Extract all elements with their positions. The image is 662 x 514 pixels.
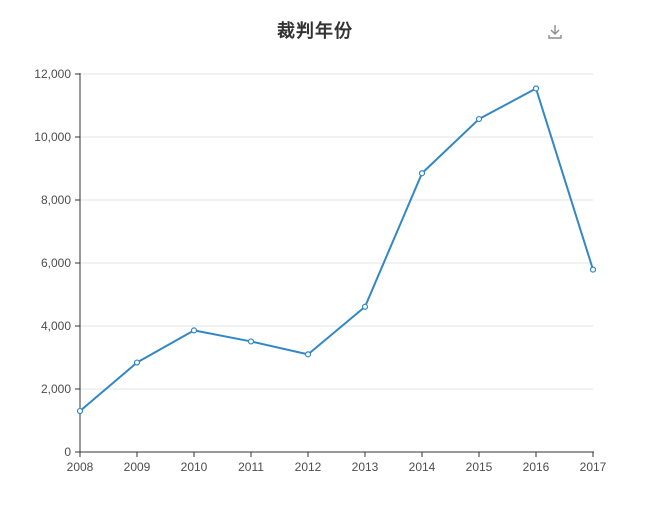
- x-axis-label: 2017: [580, 460, 607, 474]
- chart-title: 裁判年份: [277, 21, 353, 41]
- data-point: [133, 359, 141, 366]
- data-line: [79, 87, 594, 413]
- download-icon: [548, 25, 562, 39]
- y-axis-label: 8,000: [41, 193, 71, 207]
- chart-header: 裁判年份: [0, 17, 630, 43]
- data-point: [475, 115, 483, 123]
- download-button[interactable]: [543, 20, 567, 44]
- x-axis-label: 2013: [352, 460, 379, 474]
- y-axis-label: 10,000: [34, 130, 71, 144]
- y-axis-label: 2,000: [41, 382, 71, 396]
- x-axis-label: 2011: [238, 460, 264, 474]
- y-axis-label: 12,000: [34, 67, 71, 81]
- data-point: [589, 266, 597, 273]
- x-axis-label: 2008: [67, 460, 94, 474]
- x-axis-label: 2012: [295, 460, 322, 474]
- x-axis-label: 2015: [466, 460, 493, 474]
- x-axis-label: 2014: [409, 460, 436, 474]
- data-point: [304, 351, 312, 358]
- data-point: [532, 85, 540, 92]
- data-point: [76, 407, 84, 415]
- y-axis-label: 6,000: [41, 256, 71, 270]
- data-point: [361, 303, 369, 310]
- x-axis-label: 2009: [124, 460, 151, 474]
- data-point: [190, 327, 198, 334]
- y-axis-label: 0: [64, 445, 71, 459]
- y-axis-label: 4,000: [41, 319, 71, 333]
- data-point: [418, 170, 426, 177]
- x-axis-label: 2016: [523, 460, 550, 474]
- data-point: [247, 338, 255, 345]
- x-axis-label: 2010: [181, 460, 208, 474]
